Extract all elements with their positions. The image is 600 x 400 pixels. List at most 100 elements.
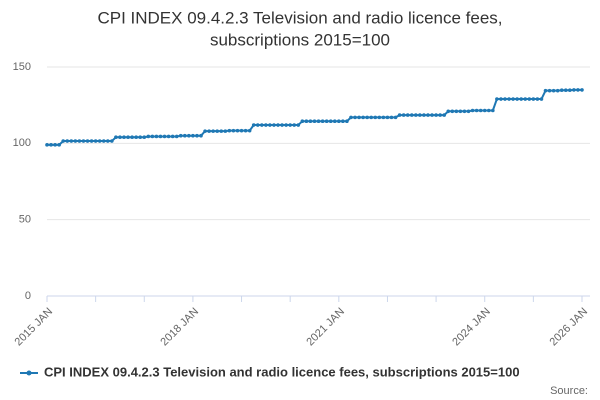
data-point [223,129,228,133]
data-point [357,115,361,120]
data-point [499,97,503,101]
data-point [434,113,438,117]
x-tick-label: 2015 JAN [13,306,56,349]
data-point [227,128,232,133]
data-point [401,113,406,117]
data-point [523,97,528,101]
data-point [482,108,487,113]
data-point [207,129,211,133]
data-point [85,139,90,143]
data-point [239,128,244,133]
data-point [183,133,187,138]
data-point [470,108,475,113]
data-point [365,115,369,120]
data-point [284,123,288,127]
data-point [345,119,349,123]
data-point [418,113,422,117]
data-point [495,97,499,101]
data-point [247,128,252,133]
data-point [547,88,552,93]
data-point [158,134,163,139]
data-point [154,134,159,139]
data-point [430,113,434,117]
data-point [93,139,98,143]
data-point [535,97,540,101]
y-tick-label: 0 [25,290,31,302]
data-point [300,119,305,123]
data-point [559,88,564,93]
data-point [122,135,126,140]
data-point [353,115,357,120]
data-point [97,139,102,143]
data-point [53,143,57,147]
data-point [491,108,495,113]
data-point [110,139,114,143]
data-point [191,133,195,138]
data-point [568,88,572,93]
data-point [170,134,175,139]
data-point [264,123,268,127]
y-tick-label: 50 [19,214,31,226]
data-point [268,123,272,127]
data-point [61,139,66,143]
data-point [458,109,463,114]
data-point [381,115,386,120]
data-point [45,143,49,147]
data-point [134,135,138,140]
data-point [178,133,183,138]
x-tick-label: 2026 JAN [548,306,591,349]
data-point [543,88,548,93]
chart-title: CPI INDEX 09.4.2.3 Television and radio … [97,8,502,27]
data-point [373,115,378,120]
chart-title: subscriptions 2015=100 [210,30,390,49]
y-tick-label: 100 [13,137,31,149]
data-point [89,139,94,143]
data-point [312,119,317,123]
data-point [576,88,580,92]
data-point [555,88,560,93]
data-point [474,108,479,113]
data-point [231,128,236,133]
data-point [385,115,390,120]
data-point [114,135,118,140]
data-point [101,139,106,143]
data-point [389,115,394,120]
data-point [572,88,576,92]
data-point [426,113,430,117]
data-point [438,113,442,117]
data-point [276,123,280,127]
data-point [65,139,70,143]
data-point [118,135,122,140]
data-point [280,123,284,127]
source: Source: [550,385,588,397]
data-point [422,113,426,117]
data-point [580,88,584,92]
data-point [324,119,329,123]
data-point [466,109,471,114]
legend-label: CPI INDEX 09.4.2.3 Television and radio … [44,364,520,379]
data-point [215,129,220,133]
data-point [308,119,313,123]
data-point [409,113,414,117]
data-point [292,123,297,127]
data-point [162,134,167,139]
data-point [527,97,532,101]
data-point [511,97,515,101]
data-point [454,109,459,114]
data-point [414,113,418,117]
data-point [288,123,292,127]
data-point [187,133,191,138]
data-point [49,143,53,147]
data-point [211,129,215,133]
data-point [126,135,130,140]
data-point [304,119,309,123]
data-point [296,123,301,127]
data-point [174,134,179,139]
data-point [130,135,134,140]
data-point [450,109,455,114]
data-point [150,134,155,139]
data-point [57,143,61,147]
x-tick-label: 2024 JAN [450,306,493,349]
x-tick-label: 2021 JAN [304,306,347,349]
